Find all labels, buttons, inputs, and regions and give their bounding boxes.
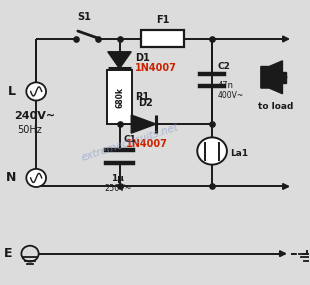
- Polygon shape: [108, 52, 131, 68]
- Text: extremecircuits.net: extremecircuits.net: [80, 122, 180, 163]
- Text: C1: C1: [123, 135, 136, 144]
- Polygon shape: [261, 61, 282, 94]
- Text: 47n: 47n: [218, 81, 234, 90]
- Text: 250V~: 250V~: [104, 184, 132, 193]
- Polygon shape: [131, 115, 156, 133]
- Text: S1: S1: [77, 12, 91, 22]
- Circle shape: [197, 137, 227, 165]
- Text: to load: to load: [258, 102, 293, 111]
- Text: F1: F1: [156, 15, 169, 25]
- Text: D2: D2: [138, 98, 153, 108]
- Text: 1μ: 1μ: [112, 174, 124, 183]
- Text: 680k: 680k: [115, 87, 124, 108]
- Text: N: N: [6, 172, 16, 184]
- Polygon shape: [272, 72, 287, 83]
- Text: 240V~: 240V~: [15, 111, 56, 121]
- Circle shape: [21, 246, 39, 262]
- Text: 1N4007: 1N4007: [135, 62, 177, 72]
- Text: L: L: [8, 85, 16, 98]
- Text: C2: C2: [218, 62, 231, 71]
- Circle shape: [26, 169, 46, 187]
- Text: La1: La1: [231, 149, 249, 158]
- Text: 50Hz: 50Hz: [17, 125, 42, 135]
- Text: E: E: [4, 247, 12, 260]
- Bar: [107, 70, 132, 124]
- Polygon shape: [266, 72, 286, 83]
- Text: D1: D1: [135, 53, 150, 63]
- Bar: [141, 30, 184, 48]
- Text: 400V~: 400V~: [218, 91, 244, 100]
- Circle shape: [26, 82, 46, 101]
- Text: 1N4007: 1N4007: [126, 139, 168, 149]
- Text: R1: R1: [135, 92, 150, 102]
